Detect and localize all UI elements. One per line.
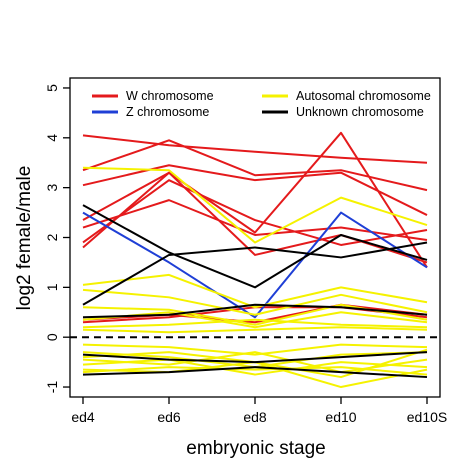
series-line-3-2: [82, 303, 428, 319]
series-line-2-5: [82, 318, 428, 329]
series-line-3-0: [82, 204, 428, 289]
legend: W chromosome Z chromosome Autosomal chro…: [92, 89, 431, 119]
series-line-2-10: [82, 358, 428, 376]
series-line-0-0: [82, 134, 428, 164]
series-line-2-6: [82, 326, 428, 334]
y-tick-label-0: 0: [44, 333, 60, 341]
series-line-2-2: [82, 288, 428, 316]
y-axis: -1 0 1 2 3 4 5: [44, 84, 70, 393]
series-lines: [82, 131, 428, 389]
series-line-0-3: [82, 131, 428, 268]
series-line-2-7: [82, 343, 428, 356]
legend-label-unknown: Unknown chromosome: [296, 105, 424, 119]
legend-label-w: W chromosome: [126, 89, 214, 103]
series-line-2-0: [82, 166, 428, 244]
series-line-2-1: [82, 273, 428, 309]
x-axis-title: embryonic stage: [186, 438, 325, 459]
x-tick-label-ed4: ed4: [71, 409, 95, 425]
x-tick-label-ed6: ed6: [157, 409, 181, 425]
legend-label-z: Z chromosome: [126, 105, 209, 119]
series-line-1-0: [82, 211, 428, 319]
y-tick-label-2: 2: [44, 233, 60, 241]
y-tick-label-5: 5: [44, 84, 60, 92]
series-line-3-3: [82, 351, 428, 364]
y-tick-label-1: 1: [44, 283, 60, 291]
series-line-3-1: [82, 241, 428, 306]
series-line-2-13: [82, 366, 428, 376]
x-axis: ed4 ed6 ed8 ed10 ed10S: [71, 397, 447, 425]
y-tick-label-4: 4: [44, 134, 60, 142]
legend-label-autosomal: Autosomal chromosome: [296, 89, 431, 103]
y-tick-label-3: 3: [44, 184, 60, 192]
series-line-0-1: [82, 139, 428, 192]
y-tick-label--1: -1: [44, 381, 60, 394]
x-tick-label-ed10S: ed10S: [407, 409, 447, 425]
series-line-0-6: [82, 179, 428, 246]
y-axis-title: log2 female/male: [14, 166, 35, 311]
series-line-3-4: [82, 366, 428, 379]
series-line-0-2: [82, 164, 428, 216]
x-tick-label-ed8: ed8: [243, 409, 267, 425]
x-tick-label-ed10: ed10: [325, 409, 356, 425]
